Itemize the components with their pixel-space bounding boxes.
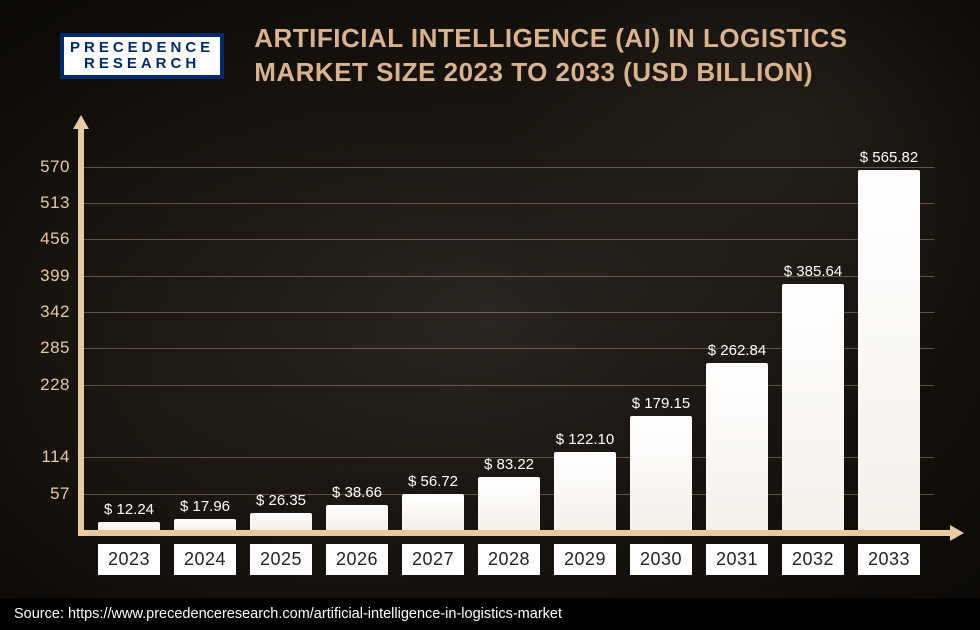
x-tick-row: 2023 2024 2025 2026 2027 2028 2029 2030 2031 2032… xyxy=(98,544,920,575)
x-tick-label: 2029 xyxy=(554,544,616,575)
x-tick-label: 2033 xyxy=(858,544,920,575)
y-tick-label: 456 xyxy=(40,229,70,249)
bar xyxy=(630,416,692,530)
bar-column: $ 38.66 xyxy=(326,135,388,530)
bar-value-label: $ 385.64 xyxy=(784,263,842,280)
bar-chart: 57114228285342399456513570 $ 12.24$ 17.9… xyxy=(84,135,934,530)
bar-column: $ 83.22 xyxy=(478,135,540,530)
bar-column: $ 565.82 xyxy=(858,135,920,530)
bar xyxy=(250,513,312,530)
bar-column: $ 122.10 xyxy=(554,135,616,530)
x-tick-label: 2031 xyxy=(706,544,768,575)
logo-line1: PRECEDENCE xyxy=(70,40,214,56)
bar xyxy=(858,170,920,530)
bar xyxy=(402,494,464,530)
bar-value-label: $ 179.15 xyxy=(632,395,690,412)
bar-value-label: $ 262.84 xyxy=(708,342,766,359)
chart-title: ARTIFICIAL INTELLIGENCE (AI) IN LOGISTIC… xyxy=(254,22,950,90)
y-tick-label: 342 xyxy=(40,302,70,322)
bar xyxy=(554,452,616,530)
bar xyxy=(478,477,540,530)
x-tick-label: 2032 xyxy=(782,544,844,575)
x-axis xyxy=(78,530,954,536)
x-tick-label: 2027 xyxy=(402,544,464,575)
y-tick-label: 285 xyxy=(40,338,70,358)
bar-value-label: $ 122.10 xyxy=(556,431,614,448)
source-attribution: Source: https://www.precedenceresearch.c… xyxy=(0,598,980,630)
logo: PRECEDENCE RESEARCH xyxy=(60,33,224,79)
bar-value-label: $ 83.22 xyxy=(484,456,534,473)
bar xyxy=(98,522,160,530)
bar-value-label: $ 38.66 xyxy=(332,484,382,501)
logo-line2: RESEARCH xyxy=(70,56,214,72)
y-tick-label: 399 xyxy=(40,266,70,286)
x-tick-label: 2025 xyxy=(250,544,312,575)
bars-container: $ 12.24 $ 17.96 $ 26.35 $ 38.66 $ 56.72 $ 83.… xyxy=(98,135,920,530)
bar xyxy=(174,519,236,530)
bar-column: $ 12.24 xyxy=(98,135,160,530)
bar xyxy=(706,363,768,530)
bar-value-label: $ 26.35 xyxy=(256,492,306,509)
bar xyxy=(326,505,388,530)
y-tick-label: 570 xyxy=(40,157,70,177)
x-tick-label: 2023 xyxy=(98,544,160,575)
bar-column: $ 56.72 xyxy=(402,135,464,530)
bar-column: $ 26.35 xyxy=(250,135,312,530)
bar-column: $ 262.84 xyxy=(706,135,768,530)
bar-column: $ 17.96 xyxy=(174,135,236,530)
y-tick-label: 114 xyxy=(41,447,70,467)
bar-value-label: $ 56.72 xyxy=(408,473,458,490)
x-tick-label: 2026 xyxy=(326,544,388,575)
x-tick-label: 2024 xyxy=(174,544,236,575)
bar xyxy=(782,284,844,530)
bar-column: $ 385.64 xyxy=(782,135,844,530)
header: PRECEDENCE RESEARCH ARTIFICIAL INTELLIGE… xyxy=(0,0,980,100)
bar-column: $ 179.15 xyxy=(630,135,692,530)
y-tick-label: 228 xyxy=(40,375,70,395)
y-tick-label: 513 xyxy=(40,193,70,213)
x-tick-label: 2028 xyxy=(478,544,540,575)
x-tick-label: 2030 xyxy=(630,544,692,575)
y-tick-label: 57 xyxy=(50,484,70,504)
bar-value-label: $ 565.82 xyxy=(860,149,918,166)
bar-value-label: $ 12.24 xyxy=(104,501,154,518)
y-axis xyxy=(78,125,84,530)
bar-value-label: $ 17.96 xyxy=(180,498,230,515)
